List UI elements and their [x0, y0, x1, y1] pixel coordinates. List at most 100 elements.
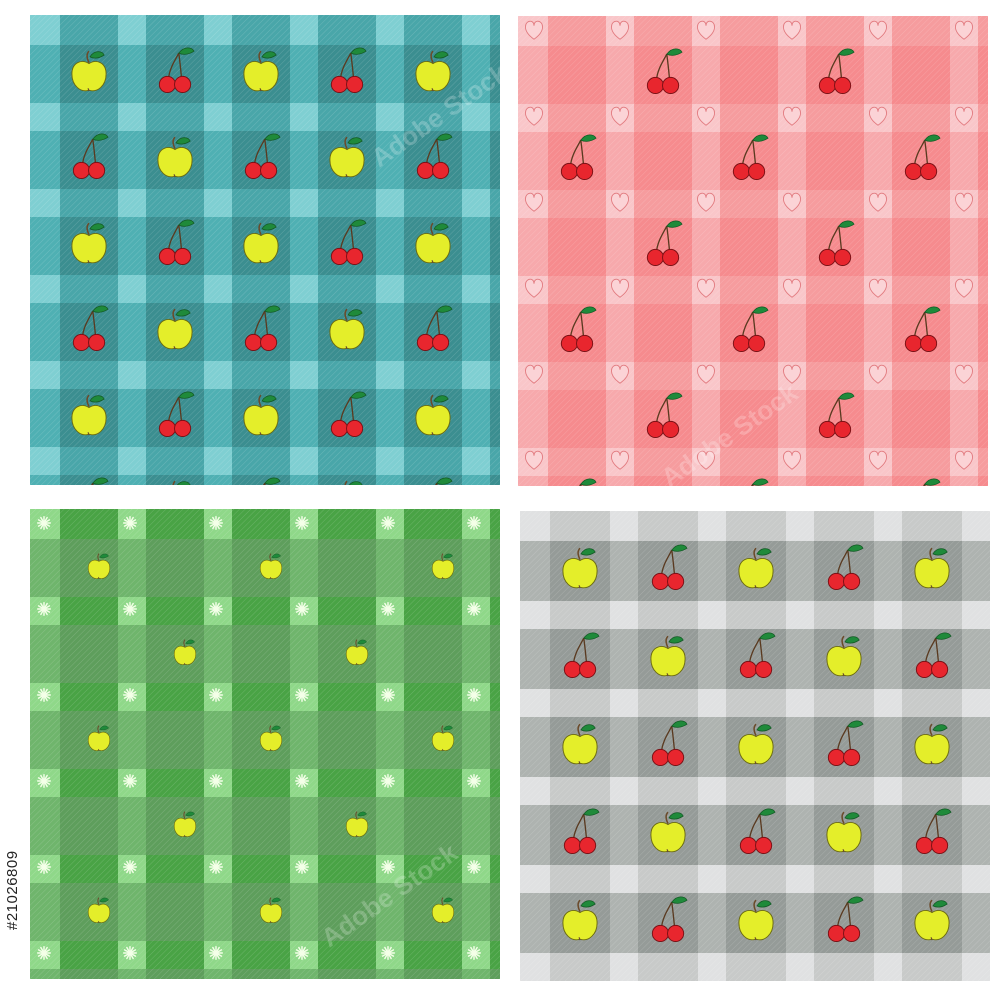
gingham-hatch [518, 16, 988, 486]
star-icon [208, 945, 224, 961]
star-icon [36, 515, 52, 531]
star-icon [208, 773, 224, 789]
apple-icon [914, 547, 950, 589]
star-icon [294, 945, 310, 961]
apple-icon [71, 50, 107, 92]
star-icon [208, 687, 224, 703]
cherry-icon [923, 478, 941, 486]
heart-icon [869, 278, 887, 298]
heart-icon [783, 364, 801, 384]
star-icon [380, 773, 396, 789]
apple-icon [738, 723, 774, 765]
star-icon [122, 687, 138, 703]
apple-icon [431, 725, 455, 751]
heart-icon [955, 450, 973, 470]
star-icon [122, 773, 138, 789]
heart-icon [869, 106, 887, 126]
apple-icon [71, 394, 107, 436]
apple-icon [259, 725, 283, 751]
star-icon [294, 773, 310, 789]
heart-icon [869, 20, 887, 40]
cherry-icon [416, 133, 453, 180]
star-icon [294, 515, 310, 531]
star-icon [208, 601, 224, 617]
heart-icon [525, 450, 543, 470]
star-icon [380, 515, 396, 531]
cherry-icon [739, 632, 776, 679]
cherry-icon [646, 220, 683, 267]
cherry-icon [158, 47, 195, 94]
apple-icon [157, 308, 193, 350]
cherry-icon [563, 632, 600, 679]
heart-icon [697, 20, 715, 40]
cherry-icon [751, 478, 769, 486]
apple-icon [562, 547, 598, 589]
star-icon [36, 773, 52, 789]
cherry-icon [560, 306, 597, 353]
apple-icon [914, 899, 950, 941]
heart-icon [611, 106, 629, 126]
star-icon [466, 687, 482, 703]
cherry-icon [827, 720, 864, 767]
apple-icon [826, 635, 862, 677]
stock-id-label: #21026809 [4, 850, 21, 930]
star-icon [380, 601, 396, 617]
pink-gingham-pattern [518, 16, 988, 486]
heart-icon [697, 192, 715, 212]
apple-icon [157, 136, 193, 178]
heart-icon [783, 192, 801, 212]
heart-icon [611, 20, 629, 40]
cherry-icon [72, 133, 109, 180]
heart-icon [611, 364, 629, 384]
heart-icon [525, 364, 543, 384]
apple-icon [87, 725, 111, 751]
heart-icon [611, 450, 629, 470]
apple-icon [87, 897, 111, 923]
cherry-icon [158, 391, 195, 438]
cherry-icon [563, 808, 600, 855]
star-icon [466, 859, 482, 875]
star-icon [36, 601, 52, 617]
apple-icon [431, 897, 455, 923]
heart-icon [869, 450, 887, 470]
cherry-icon [915, 632, 952, 679]
apple-icon [329, 308, 365, 350]
cherry-icon [915, 808, 952, 855]
green-gingham-svg [30, 509, 500, 979]
apple-icon [173, 639, 197, 665]
apple-icon [738, 899, 774, 941]
heart-icon [525, 192, 543, 212]
heart-icon [611, 192, 629, 212]
cherry-icon [416, 305, 453, 352]
heart-icon [783, 278, 801, 298]
star-icon [380, 687, 396, 703]
cherry-icon [72, 305, 109, 352]
apple-icon [650, 635, 686, 677]
apple-icon [259, 897, 283, 923]
star-icon [208, 859, 224, 875]
apple-icon [431, 553, 455, 579]
heart-icon [697, 364, 715, 384]
star-icon [122, 945, 138, 961]
heart-icon [869, 192, 887, 212]
cherry-icon [818, 392, 855, 439]
apple-icon [562, 723, 598, 765]
heart-icon [955, 20, 973, 40]
apple-icon [345, 811, 369, 837]
cherry-icon [435, 477, 453, 485]
apple-icon [71, 222, 107, 264]
cherry-icon [646, 392, 683, 439]
cherry-icon [904, 306, 941, 353]
apple-icon [562, 899, 598, 941]
star-icon [36, 687, 52, 703]
cherry-icon [158, 219, 195, 266]
cherry-icon [651, 544, 688, 591]
heart-icon [611, 278, 629, 298]
cherry-icon [818, 48, 855, 95]
heart-icon [955, 192, 973, 212]
heart-icon [697, 106, 715, 126]
star-icon [466, 945, 482, 961]
heart-icon [783, 20, 801, 40]
cherry-icon [732, 306, 769, 353]
apple-icon [738, 547, 774, 589]
